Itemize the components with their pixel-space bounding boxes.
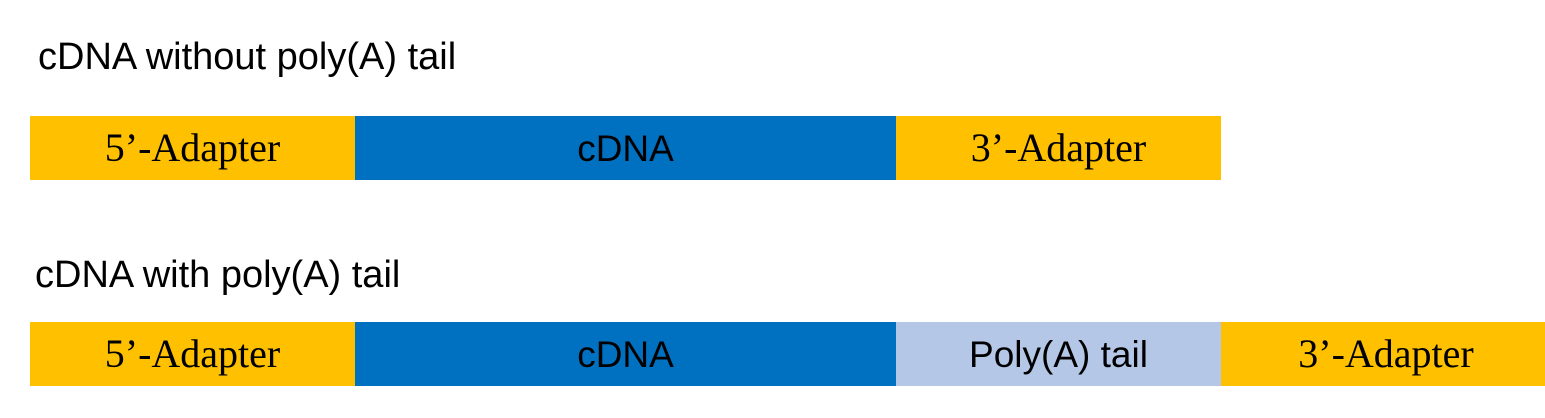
three-prime-adapter-segment: 3’-Adapter xyxy=(1221,322,1545,386)
construct-strip-without-polya: 5’-Adapter cDNA 3’-Adapter xyxy=(30,116,1221,180)
diagram-title-with-polya: cDNA with poly(A) tail xyxy=(35,254,401,296)
cdna-segment: cDNA xyxy=(355,116,896,180)
diagram-title-without-polya: cDNA without poly(A) tail xyxy=(38,36,457,78)
five-prime-adapter-segment: 5’-Adapter xyxy=(30,322,355,386)
five-prime-adapter-segment: 5’-Adapter xyxy=(30,116,355,180)
cdna-segment: cDNA xyxy=(355,322,896,386)
polya-tail-segment: Poly(A) tail xyxy=(896,322,1221,386)
three-prime-adapter-segment: 3’-Adapter xyxy=(896,116,1221,180)
construct-strip-with-polya: 5’-Adapter cDNA Poly(A) tail 3’-Adapter xyxy=(30,322,1545,386)
